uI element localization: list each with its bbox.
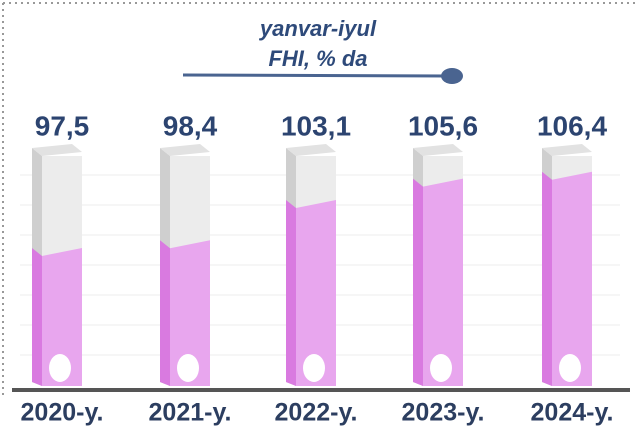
chart-title: yanvar-iyul: [259, 16, 377, 41]
title-rule: [182, 73, 451, 78]
bar: [296, 200, 336, 386]
chart-subtitle: FHI, % da: [268, 46, 367, 71]
value-label: 105,6: [408, 110, 478, 141]
bar: [42, 247, 82, 386]
bulb: [559, 354, 581, 382]
fill-side: [286, 200, 296, 386]
fill-side: [413, 178, 423, 386]
tube-cap: [286, 144, 336, 156]
fill-side: [32, 247, 42, 386]
bar: [423, 178, 463, 386]
x-tick-label: 2021-y.: [149, 399, 232, 427]
bar: [170, 240, 210, 386]
x-tick-label: 2020-y.: [21, 399, 104, 427]
title-rule-dot: [441, 68, 463, 84]
x-tick-label: 2024-y.: [531, 399, 614, 427]
fill-side: [160, 240, 170, 386]
fill-side: [542, 171, 552, 386]
value-label: 97,5: [35, 110, 90, 141]
x-tick-label: 2023-y.: [402, 399, 485, 427]
bulb: [303, 354, 325, 382]
value-label: 98,4: [163, 110, 218, 141]
tube-cap: [413, 144, 463, 156]
value-label: 103,1: [281, 110, 351, 141]
bulb: [49, 354, 71, 382]
bar: [552, 171, 592, 386]
bulb: [430, 354, 452, 382]
bulb: [177, 354, 199, 382]
x-tick-label: 2022-y.: [275, 399, 358, 427]
tube-cap: [542, 144, 592, 156]
tube-cap: [160, 144, 210, 156]
tube-cap: [32, 144, 82, 156]
value-label: 106,4: [537, 110, 607, 141]
